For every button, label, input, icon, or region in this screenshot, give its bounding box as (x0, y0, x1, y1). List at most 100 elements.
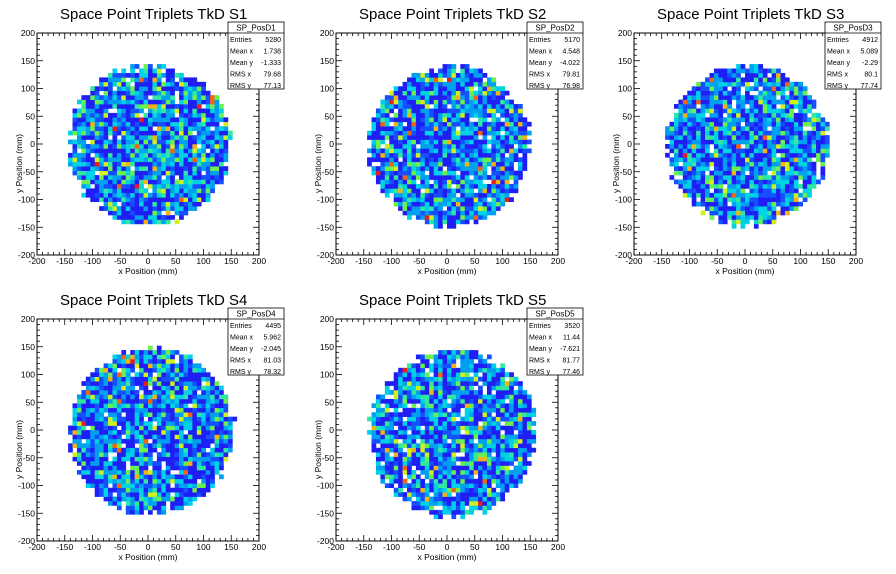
heatmap-cell (460, 72, 466, 78)
heatmap-cell (411, 104, 417, 109)
heatmap-cell (451, 121, 457, 127)
heatmap-cell (526, 139, 532, 145)
heatmap-cell (464, 210, 470, 216)
heatmap-cell (179, 161, 184, 167)
heatmap-cell (673, 170, 679, 176)
heatmap-cell (130, 144, 135, 149)
heatmap-cell (139, 135, 144, 140)
heatmap-cell (424, 81, 430, 87)
heatmap-cell (731, 135, 737, 140)
heatmap-cell (486, 148, 492, 154)
heatmap-cell (156, 219, 162, 225)
heatmap-cell (143, 390, 149, 395)
heatmap-cell (789, 206, 795, 211)
heatmap-cell (749, 135, 755, 140)
heatmap-cell (174, 166, 180, 171)
heatmap-cell (816, 157, 821, 163)
heatmap-cell (156, 492, 162, 497)
heatmap-cell (76, 170, 82, 176)
heatmap-cell (438, 126, 443, 131)
heatmap-cell (455, 144, 461, 149)
heatmap-cell (112, 135, 118, 140)
heatmap-cell (500, 170, 506, 176)
heatmap-cell (130, 112, 135, 118)
heatmap-cell (139, 210, 144, 216)
heatmap-cell (478, 148, 483, 154)
heatmap-cell (165, 219, 171, 225)
heatmap-cell (784, 175, 790, 180)
heatmap-cell (451, 152, 457, 158)
heatmap-cell (473, 206, 479, 211)
heatmap-cell (161, 434, 167, 440)
heatmap-cell (442, 188, 448, 194)
heatmap-cell (161, 179, 167, 185)
heatmap-cell (455, 188, 461, 194)
heatmap-cell (736, 144, 741, 149)
heatmap-cell (161, 183, 167, 189)
heatmap-cell (125, 192, 131, 198)
heatmap-cell (192, 456, 198, 462)
heatmap-cell (504, 148, 510, 154)
heatmap-cell (807, 166, 812, 171)
heatmap-cell (108, 501, 113, 506)
heatmap-cell (731, 192, 737, 198)
heatmap-cell (165, 179, 171, 185)
heatmap-cell (130, 452, 135, 457)
heatmap-cell (196, 483, 202, 489)
heatmap-cell (99, 474, 104, 480)
heatmap-cell (411, 201, 417, 207)
heatmap-cell (125, 126, 131, 131)
heatmap-cell (758, 135, 764, 140)
heatmap-cell (767, 77, 772, 83)
heatmap-cell (81, 144, 87, 149)
heatmap-cell (478, 108, 483, 114)
heatmap-cell (165, 161, 171, 167)
heatmap-cell (174, 430, 180, 435)
heatmap-cell (682, 135, 688, 140)
heatmap-cell (183, 77, 189, 83)
heatmap-cell (179, 394, 184, 400)
heatmap-cell (90, 394, 96, 400)
heatmap-cell (148, 99, 153, 105)
heatmap-cell (103, 81, 109, 87)
heatmap-cell (811, 144, 817, 149)
heatmap-cell (196, 443, 202, 449)
heatmap-cell (205, 407, 211, 413)
heatmap-cell (187, 376, 193, 382)
heatmap-cell (116, 372, 122, 378)
heatmap-cell (103, 425, 109, 431)
heatmap-cell (429, 183, 434, 189)
heatmap-cell (152, 108, 158, 114)
heatmap-cell (451, 179, 457, 185)
heatmap-cell (187, 469, 193, 475)
heatmap-cell (780, 108, 786, 114)
heatmap-cell (125, 144, 131, 149)
heatmap-cell (148, 126, 153, 131)
heatmap-cell (134, 430, 140, 435)
heatmap-cell (227, 135, 233, 140)
heatmap-cell (152, 144, 158, 149)
heatmap-cell (722, 121, 728, 127)
heatmap-cell (455, 157, 461, 163)
heatmap-cell (152, 430, 158, 435)
heatmap-cell (504, 112, 510, 118)
heatmap-cell (389, 170, 395, 176)
heatmap-cell (384, 95, 390, 100)
heatmap-cell (767, 206, 772, 211)
heatmap-cell (187, 421, 193, 426)
heatmap-cell (429, 77, 434, 83)
heatmap-cell (776, 144, 781, 149)
heatmap-cell (223, 166, 229, 171)
heatmap-cell (94, 483, 100, 489)
heatmap-cell (223, 456, 229, 462)
heatmap-cell (415, 166, 421, 171)
heatmap-cell (134, 416, 140, 422)
heatmap-cell (713, 179, 719, 185)
heatmap-cell (469, 81, 474, 87)
heatmap-cell (789, 117, 795, 123)
x-tick-label: 0 (146, 256, 151, 266)
heatmap-cell (196, 412, 202, 417)
heatmap-cell (183, 135, 189, 140)
heatmap-cell (429, 197, 434, 203)
heatmap-cell (749, 121, 755, 127)
